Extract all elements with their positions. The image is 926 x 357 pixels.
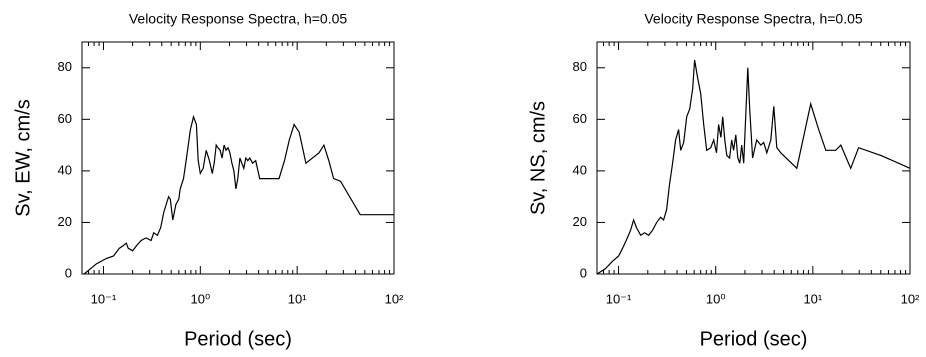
x-tick-label: 10² xyxy=(385,291,404,306)
plot-frame xyxy=(596,41,911,275)
spectrum-line xyxy=(83,114,394,275)
x-axis-label: Period (sec) xyxy=(184,328,292,350)
y-tick-label: 20 xyxy=(58,214,72,229)
x-tick-label: 10¹ xyxy=(803,291,822,306)
chart-title: Velocity Response Spectra, h=0.05 xyxy=(129,11,348,27)
y-tick-label: 0 xyxy=(580,265,587,280)
x-tick-label: 10⁻¹ xyxy=(91,291,117,306)
y-tick-label: 80 xyxy=(573,59,587,74)
y-axis-label: Sv, NS, cm/s xyxy=(527,101,549,215)
x-tick-label: 10⁰ xyxy=(706,291,726,306)
x-tick-label: 10⁰ xyxy=(190,291,210,306)
x-tick-label: 10⁻¹ xyxy=(606,291,632,306)
x-axis-label: Period (sec) xyxy=(700,328,808,350)
y-tick-label: 80 xyxy=(58,59,72,74)
y-tick-label: 60 xyxy=(573,111,587,126)
y-tick-label: 20 xyxy=(573,214,587,229)
y-tick-label: 40 xyxy=(573,162,587,177)
x-tick-label: 10¹ xyxy=(288,291,307,306)
plot-frame xyxy=(81,41,395,275)
y-tick-label: 60 xyxy=(58,111,72,126)
spectrum-line xyxy=(596,59,911,275)
x-tick-label: 10² xyxy=(901,291,920,306)
y-tick-label: 0 xyxy=(65,265,72,280)
y-tick-label: 40 xyxy=(58,162,72,177)
chart-title: Velocity Response Spectra, h=0.05 xyxy=(644,11,863,27)
y-axis-label: Sv, EW, cm/s xyxy=(12,99,34,216)
